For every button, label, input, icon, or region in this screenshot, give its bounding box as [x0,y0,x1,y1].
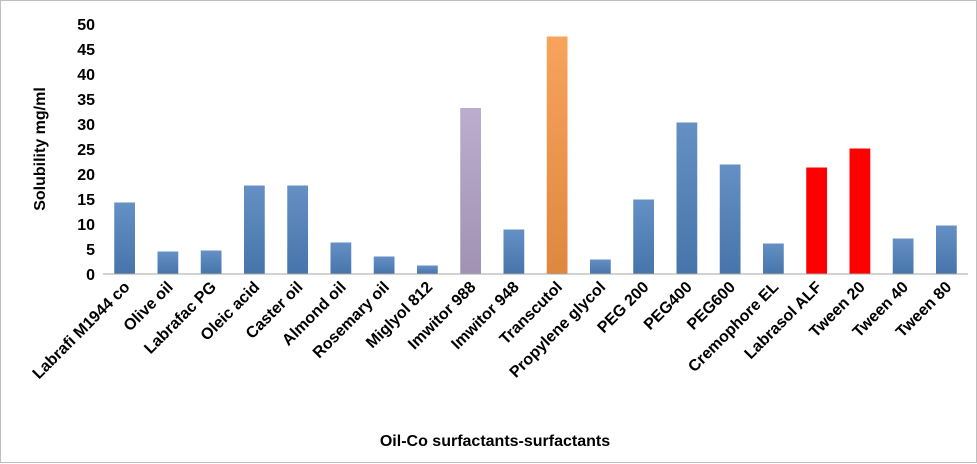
y-tick-label: 0 [86,267,95,284]
x-axis-title: Oil-Co surfactants-surfactants [380,433,610,450]
y-tick-label: 45 [77,42,95,59]
y-tick-label: 5 [86,242,95,259]
bar [936,225,957,274]
bars [114,36,957,274]
bar [287,185,309,274]
bar [806,167,828,274]
bar [157,251,179,274]
y-axis-ticks: 0 5 10 15 20 25 30 35 40 45 50 [77,17,95,284]
x-tick-label: Labrasol ALF [742,279,826,363]
bar [373,256,395,274]
bar [114,202,136,274]
bar [244,185,265,274]
bar [503,229,525,274]
bar [676,122,698,274]
bar [633,199,655,274]
bar [719,164,741,274]
bar [546,36,568,274]
y-tick-label: 30 [77,117,95,134]
y-axis-title: Solubility mg/ml [32,87,49,211]
bar [892,238,914,274]
bar [200,250,222,274]
bar [417,265,438,274]
y-tick-label: 25 [77,142,95,159]
y-tick-label: 10 [77,217,95,234]
bar [763,243,784,274]
y-tick-label: 15 [77,192,95,209]
bar [590,259,611,274]
bar [849,148,871,274]
y-tick-label: 35 [77,92,95,109]
bar [330,242,352,274]
y-tick-label: 20 [77,167,95,184]
y-tick-label: 50 [77,17,95,34]
x-tick-label: Rosemary oil [310,279,393,362]
x-tick-label: Labrafi M1944 co [30,279,134,383]
y-tick-label: 40 [77,67,95,84]
bar [460,108,482,274]
